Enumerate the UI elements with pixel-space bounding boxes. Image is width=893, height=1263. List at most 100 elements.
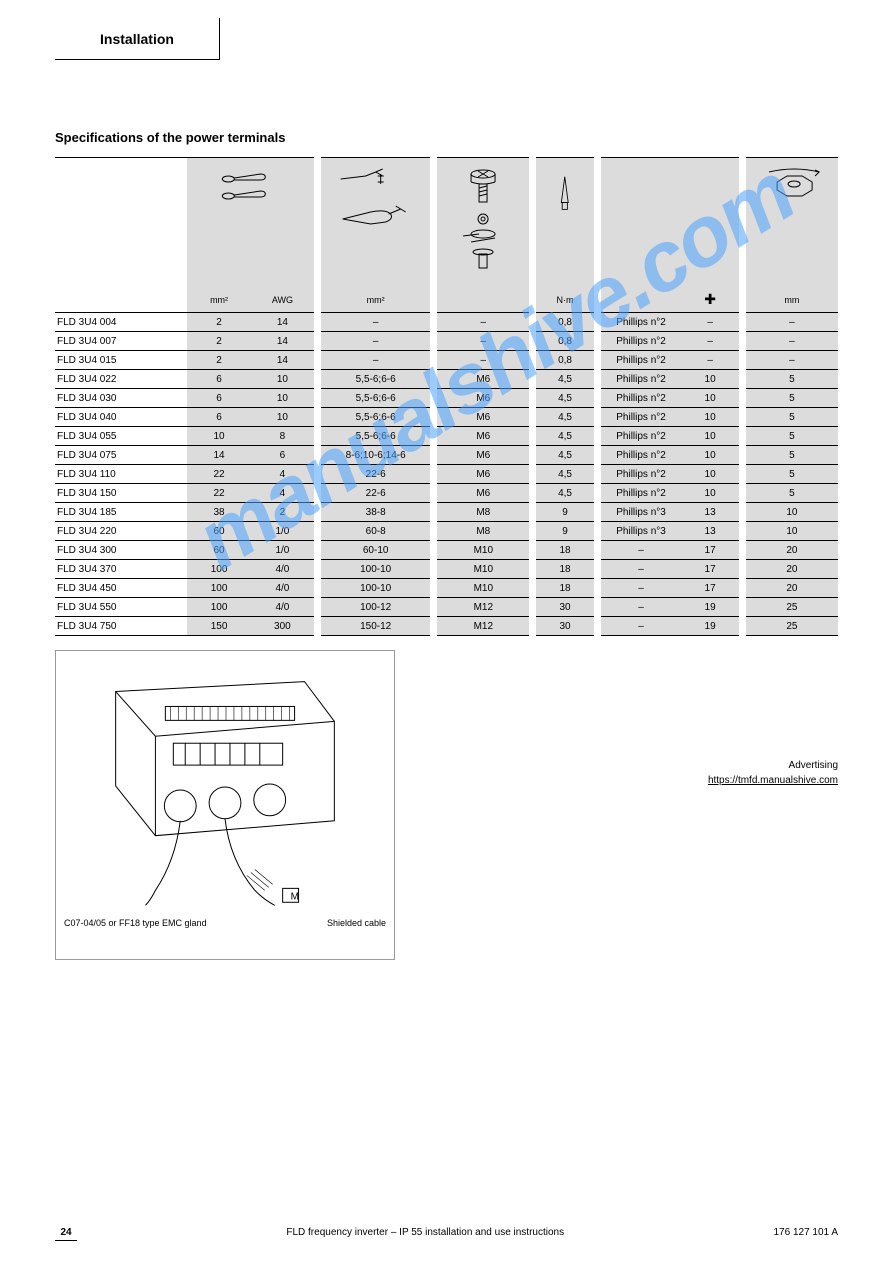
table-cell: 8-6;10-6;14-6 xyxy=(321,446,430,465)
table-cell: 2 xyxy=(187,351,250,370)
table-header-units: mm² AWG mm² N·m ✚ mm xyxy=(55,289,838,313)
table-cell: – xyxy=(601,617,682,636)
table-cell: 17 xyxy=(681,579,739,598)
table-cell: 10 xyxy=(251,408,314,427)
table-cell: M12 xyxy=(437,617,529,636)
table-cell: FLD 3U4 075 xyxy=(55,446,187,465)
table-cell: M10 xyxy=(437,541,529,560)
table-cell: M6 xyxy=(437,484,529,503)
table-cell: 13 xyxy=(681,503,739,522)
table-cell: Phillips n°2 xyxy=(601,351,682,370)
table-cell: 9 xyxy=(536,503,594,522)
table-cell: 5,5-6;6-6 xyxy=(321,370,430,389)
table-cell: 2 xyxy=(187,332,250,351)
table-cell: 100 xyxy=(187,579,250,598)
table-row: FLD 3U4 0226105,5-6;6-6M64,5Phillips n°2… xyxy=(55,370,838,389)
table-cell: 10 xyxy=(251,370,314,389)
table-cell: 2 xyxy=(187,313,250,332)
page-footer: 24 FLD frequency inverter – IP 55 instal… xyxy=(55,1227,838,1241)
advert-link[interactable]: https://tmfd.manualshive.com xyxy=(708,775,838,786)
table-cell: Phillips n°2 xyxy=(601,313,682,332)
flat-driver-icon xyxy=(536,158,594,290)
table-cell: FLD 3U4 110 xyxy=(55,465,187,484)
table-cell: M12 xyxy=(437,598,529,617)
fork-lug-icon xyxy=(321,158,430,290)
table-cell: 5,5-6;6-6 xyxy=(321,408,430,427)
table-cell: FLD 3U4 300 xyxy=(55,541,187,560)
table-cell: 4,5 xyxy=(536,427,594,446)
table-cell: 18 xyxy=(536,541,594,560)
table-cell: M6 xyxy=(437,408,529,427)
table-cell: Phillips n°2 xyxy=(601,446,682,465)
phillips-symbol: ✚ xyxy=(681,289,739,313)
table-cell: 4,5 xyxy=(536,389,594,408)
table-cell: 5 xyxy=(746,408,838,427)
table-cell: 5,5-6;6-6 xyxy=(321,427,430,446)
table-cell: 5 xyxy=(746,427,838,446)
table-cell: 20 xyxy=(746,541,838,560)
table-cell: 19 xyxy=(681,617,739,636)
table-row: FLD 3U4 007214––0,8Phillips n°2–– xyxy=(55,332,838,351)
table-cell: 25 xyxy=(746,617,838,636)
table-cell: Phillips n°2 xyxy=(601,332,682,351)
table-cell: 6 xyxy=(251,446,314,465)
table-cell: M6 xyxy=(437,370,529,389)
table-cell: 9 xyxy=(536,522,594,541)
table-cell: 17 xyxy=(681,541,739,560)
table-cell: 19 xyxy=(681,598,739,617)
unit-awg: AWG xyxy=(251,289,314,313)
table-cell: 0,8 xyxy=(536,313,594,332)
table-cell: – xyxy=(321,351,430,370)
table-cell: 150-12 xyxy=(321,617,430,636)
table-cell: 0,8 xyxy=(536,351,594,370)
table-cell: – xyxy=(437,332,529,351)
table-cell: – xyxy=(321,332,430,351)
table-cell: 60 xyxy=(187,541,250,560)
table-cell: 10 xyxy=(746,503,838,522)
table-cell: 100-10 xyxy=(321,579,430,598)
table-cell: 30 xyxy=(536,598,594,617)
spec-table: mm² AWG mm² N·m ✚ mm FLD 3U4 004214––0,8… xyxy=(55,157,838,636)
table-cell: FLD 3U4 370 xyxy=(55,560,187,579)
table-row: FLD 3U4 11022422-6M64,5Phillips n°2105 xyxy=(55,465,838,484)
side-tab: Installation xyxy=(55,18,220,60)
table-cell: – xyxy=(681,313,739,332)
phillips-driver-icon xyxy=(601,158,739,290)
table-cell: Phillips n°2 xyxy=(601,427,682,446)
table-cell: Phillips n°2 xyxy=(601,389,682,408)
page-number: 24 xyxy=(55,1227,77,1241)
table-cell: 10 xyxy=(681,389,739,408)
table-cell: 60-10 xyxy=(321,541,430,560)
table-cell: 6 xyxy=(187,389,250,408)
table-cell: FLD 3U4 550 xyxy=(55,598,187,617)
table-cell: 4/0 xyxy=(251,579,314,598)
table-cell: FLD 3U4 004 xyxy=(55,313,187,332)
table-cell: 10 xyxy=(681,370,739,389)
unit-mm2: mm² xyxy=(187,289,250,313)
table-row: FLD 3U4 4501004/0100-10M1018–1720 xyxy=(55,579,838,598)
table-cell: 10 xyxy=(681,427,739,446)
table-cell: 100-10 xyxy=(321,560,430,579)
table-cell: 60 xyxy=(187,522,250,541)
ferrule-icon xyxy=(187,158,314,290)
table-cell: FLD 3U4 030 xyxy=(55,389,187,408)
table-cell: FLD 3U4 007 xyxy=(55,332,187,351)
table-cell: – xyxy=(681,351,739,370)
table-cell: M6 xyxy=(437,465,529,484)
table-cell: Phillips n°2 xyxy=(601,484,682,503)
figure-caption-left: C07-04/05 or FF18 type EMC gland xyxy=(64,918,207,928)
table-cell: – xyxy=(746,332,838,351)
table-cell: FLD 3U4 022 xyxy=(55,370,187,389)
table-cell: 30 xyxy=(536,617,594,636)
table-row: FLD 3U4 18538238-8M89Phillips n°31310 xyxy=(55,503,838,522)
table-cell: FLD 3U4 040 xyxy=(55,408,187,427)
table-cell: FLD 3U4 450 xyxy=(55,579,187,598)
table-cell: 300 xyxy=(251,617,314,636)
table-cell: M10 xyxy=(437,560,529,579)
table-cell: 10 xyxy=(251,389,314,408)
table-row: FLD 3U4 0551085,5-6;6-6M64,5Phillips n°2… xyxy=(55,427,838,446)
table-row: FLD 3U4 220601/060-8M89Phillips n°31310 xyxy=(55,522,838,541)
table-cell: 5,5-6;6-6 xyxy=(321,389,430,408)
nut-icon xyxy=(746,158,838,290)
side-tab-label: Installation xyxy=(100,31,174,47)
